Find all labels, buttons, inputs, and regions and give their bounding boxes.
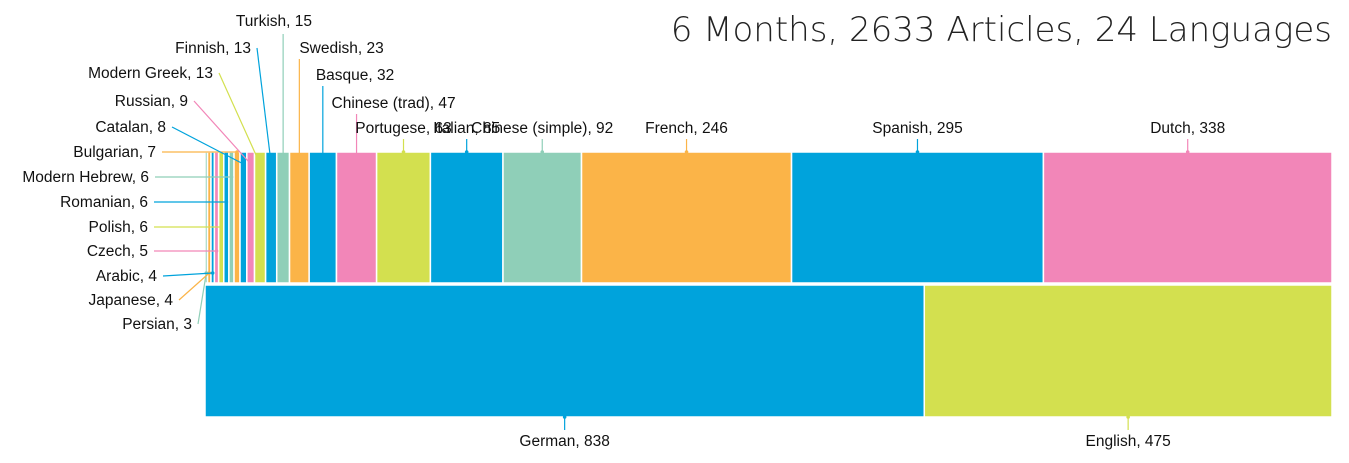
tile-turkish (275, 151, 291, 284)
leader-romanian-dot (224, 200, 229, 204)
label-chinese-trad: Chinese (trad), 47 (332, 95, 456, 112)
leader-catalan-dot (241, 162, 246, 166)
tile-chinese-trad (335, 151, 378, 284)
leader-modern-hebrew-dot (229, 175, 234, 179)
tile-portugese (375, 151, 432, 284)
leader-chinese-simple-dot (540, 150, 545, 154)
tile-finnish (264, 151, 278, 284)
leader-polish-dot (219, 225, 224, 229)
tile-swedish (288, 151, 310, 284)
leader-catalan (171, 126, 244, 165)
leader-czech-dot (214, 249, 219, 253)
leader-chinese-trad-dot (354, 164, 359, 168)
tile-english (923, 284, 1333, 418)
tile-modern-greek (253, 151, 267, 284)
leader-english-dot (1126, 415, 1130, 419)
label-modern-greek: Modern Greek, 13 (88, 65, 213, 82)
leader-portugese-dot (401, 150, 406, 154)
label-arabic: Arabic, 4 (96, 268, 158, 285)
tile-romanian (223, 151, 230, 284)
label-swedish: Swedish, 23 (299, 40, 383, 57)
tile-basque (308, 151, 338, 284)
leader-finnish (256, 47, 272, 165)
tile-french (580, 151, 793, 284)
leader-italian-dot (464, 150, 469, 154)
label-german: German, 838 (519, 433, 609, 450)
tile-labels: Swedish, 23 Basque, 32 Chinese (trad), 47 P… (22, 13, 1225, 450)
label-persian: Persian, 3 (122, 316, 192, 333)
label-catalan: Catalan, 8 (95, 119, 166, 136)
leader-bulgarian-dot (235, 150, 239, 154)
tile-catalan (239, 151, 248, 284)
leader-swedish-dot (297, 164, 302, 168)
tile-german (204, 284, 926, 418)
label-portugese: Portugese, 63 (355, 120, 452, 137)
tile-polish (217, 151, 225, 284)
label-modern-hebrew: Modern Hebrew, 6 (22, 169, 149, 186)
label-italian: Italian, 85 (433, 120, 500, 137)
leader-modern-greek (218, 72, 261, 165)
tile-italian (429, 151, 504, 284)
leader-japanese (178, 272, 210, 301)
leader-dutch-dot (1185, 150, 1190, 154)
tile-chinese-simple (502, 151, 583, 284)
tile-russian (246, 151, 256, 284)
leader-persian (197, 272, 207, 325)
label-french: French, 246 (645, 120, 728, 137)
leader-spanish-dot (915, 150, 920, 154)
label-japanese: Japanese, 4 (89, 292, 174, 309)
tile-modern-hebrew (228, 151, 235, 284)
tiles (204, 151, 1333, 418)
leader-finnish-dot (269, 162, 273, 166)
tile-bulgarian (233, 151, 241, 284)
tile-spanish (790, 151, 1045, 284)
leader-arabic-dot (210, 271, 215, 275)
label-polish: Polish, 6 (89, 219, 148, 236)
label-finnish: Finnish, 13 (175, 40, 251, 57)
label-bulgarian: Bulgarian, 7 (73, 144, 156, 161)
chart-title: 6 Months, 2633 Articles, 24 Languages (671, 10, 1332, 50)
label-english: English, 475 (1085, 433, 1170, 450)
leader-french-dot (684, 150, 689, 154)
label-chinese-simple: Chinese (simple), 92 (471, 120, 613, 137)
label-czech: Czech, 5 (87, 243, 148, 260)
leader-modern-greek-dot (258, 162, 262, 166)
label-basque: Basque, 32 (316, 67, 394, 84)
label-dutch: Dutch, 338 (1150, 120, 1225, 137)
tile-dutch (1042, 151, 1333, 284)
leader-german-dot (562, 415, 567, 419)
leader-basque-dot (321, 164, 325, 168)
leader-turkish-dot (281, 160, 285, 164)
leader-russian (193, 100, 252, 165)
label-russian: Russian, 9 (115, 93, 188, 110)
label-turkish: Turkish, 15 (236, 13, 312, 30)
label-spanish: Spanish, 295 (872, 120, 963, 137)
leader-arabic (162, 272, 213, 277)
leader-russian-dot (248, 162, 253, 166)
label-romanian: Romanian, 6 (60, 194, 148, 211)
leader-lines (154, 34, 1190, 430)
